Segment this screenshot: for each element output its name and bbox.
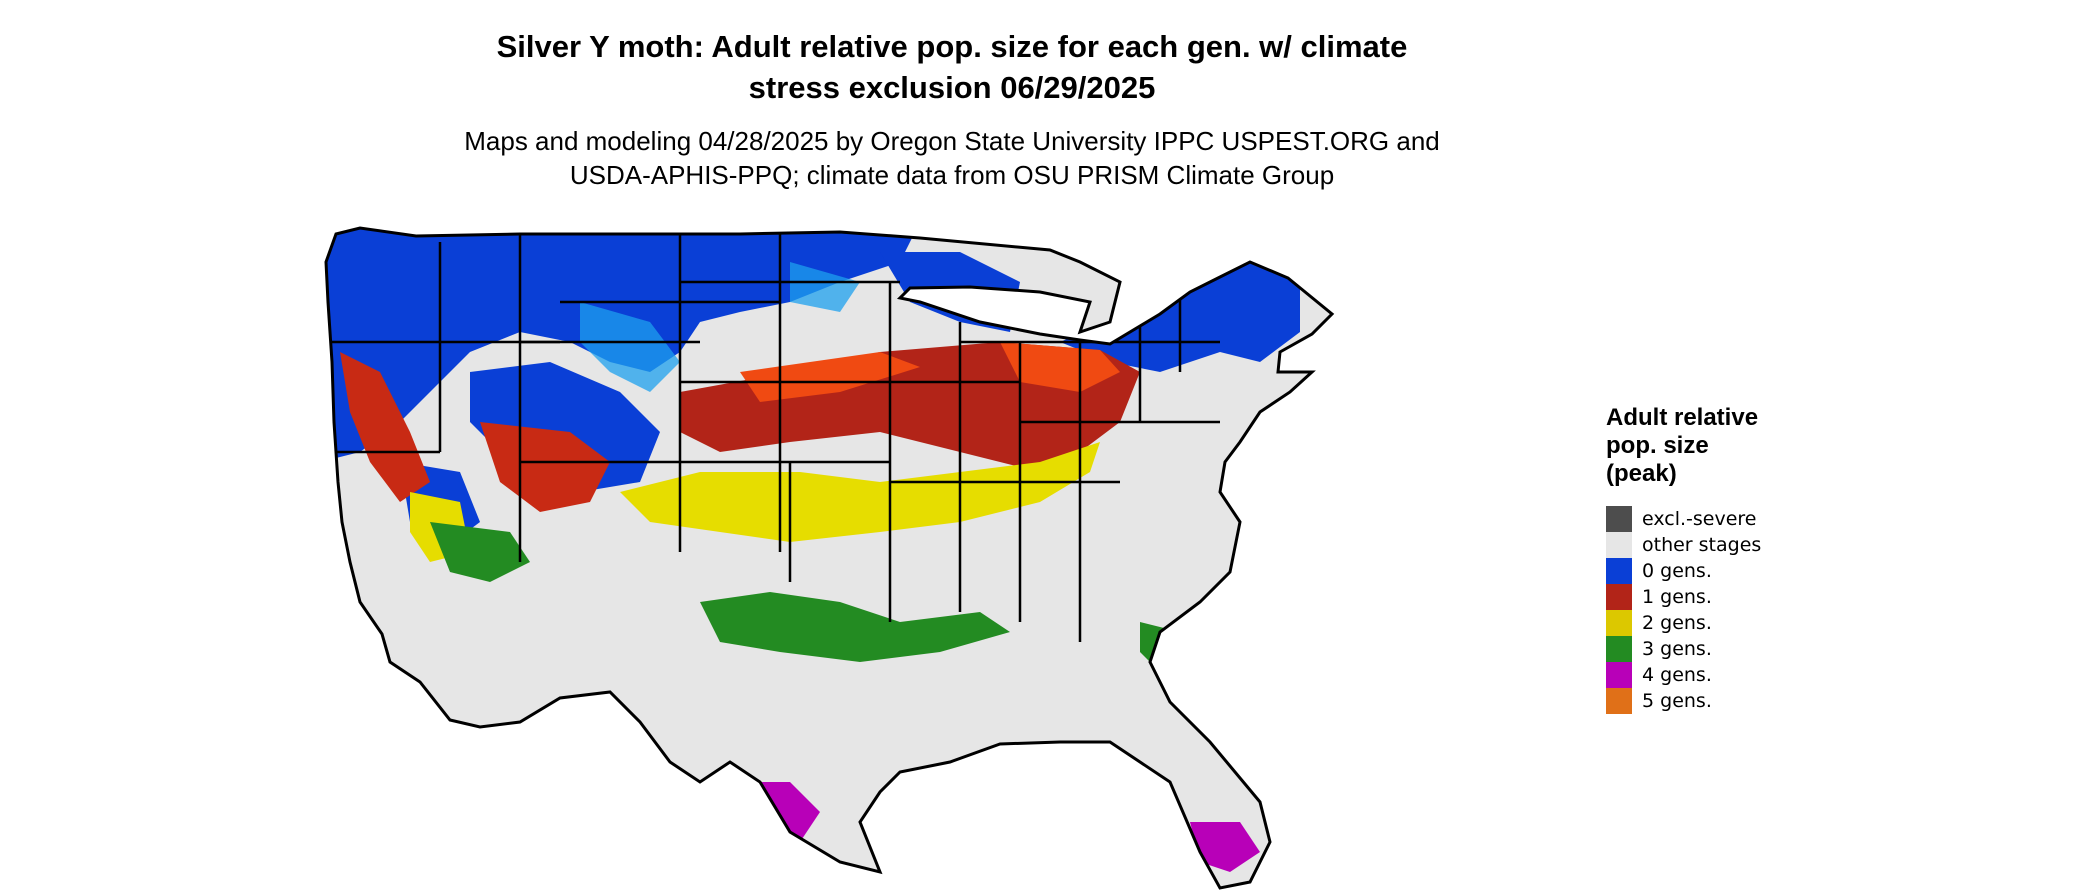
legend-item-2-gens: 2 gens.: [1606, 610, 1761, 636]
wyoming-light-blue-region: [580, 302, 680, 392]
map-regions: [326, 228, 1332, 888]
legend-swatch: [1606, 688, 1632, 714]
legend-title: Adult relative pop. size (peak): [1606, 404, 1761, 488]
legend-swatch: [1606, 584, 1632, 610]
legend-item-1-gens: 1 gens.: [1606, 584, 1761, 610]
legend-item-5-gens: 5 gens.: [1606, 688, 1761, 714]
legend-label: 2 gens.: [1642, 612, 1712, 634]
california-red-region: [340, 352, 430, 502]
legend-swatch: [1606, 610, 1632, 636]
dakota-light-blue-region: [790, 262, 860, 312]
legend-label: 4 gens.: [1642, 664, 1712, 686]
southwest-red-region: [480, 422, 610, 512]
legend-label: 5 gens.: [1642, 690, 1712, 712]
legend-swatch: [1606, 636, 1632, 662]
state-borders: [326, 232, 1220, 642]
map-legend: Adult relative pop. size (peak) excl.-se…: [1606, 404, 1761, 714]
legend-label: 0 gens.: [1642, 560, 1712, 582]
four-gens-regions: [760, 782, 1260, 872]
legend-item-4-gens: 4 gens.: [1606, 662, 1761, 688]
map-title-line-2: stress exclusion 06/29/2025: [748, 70, 1156, 105]
legend-item-other-stages: other stages: [1606, 532, 1761, 558]
legend-items: excl.-severe other stages 0 gens. 1 gens…: [1606, 506, 1761, 714]
legend-label: other stages: [1642, 534, 1762, 556]
legend-item-0-gens: 0 gens.: [1606, 558, 1761, 584]
central-orange-band: [740, 352, 920, 402]
great-basin-blue-region: [470, 362, 660, 492]
southern-yellow-band: [620, 442, 1100, 542]
ohio-orange-band: [1000, 342, 1120, 392]
legend-swatch: [1606, 662, 1632, 688]
map-title-line-1: Silver Y moth: Adult relative pop. size …: [496, 29, 1408, 64]
legend-label: 3 gens.: [1642, 638, 1712, 660]
legend-title-line-1: Adult relative: [1606, 404, 1759, 431]
legend-swatch: [1606, 532, 1632, 558]
map-subtitle-line-1: Maps and modeling 04/28/2025 by Oregon S…: [464, 126, 1440, 156]
us-pest-map: [324, 226, 1334, 890]
south-texas-magenta-region: [760, 782, 820, 842]
legend-label: excl.-severe: [1642, 508, 1757, 530]
map-subtitle: Maps and modeling 04/28/2025 by Oregon S…: [0, 124, 1904, 192]
arizona-green-region: [430, 522, 530, 582]
legend-swatch: [1606, 558, 1632, 584]
map-subtitle-line-2: USDA-APHIS-PPQ; climate data from OSU PR…: [569, 160, 1335, 190]
map-title: Silver Y moth: Adult relative pop. size …: [0, 26, 1904, 108]
one-gen-regions: [340, 342, 1140, 512]
gulf-coast-green-band: [700, 592, 1010, 662]
south-florida-magenta-region: [1190, 822, 1260, 872]
legend-label: 1 gens.: [1642, 586, 1712, 608]
legend-swatch: [1606, 506, 1632, 532]
legend-title-line-3: (peak): [1606, 460, 1677, 487]
legend-title-line-2: pop. size: [1606, 432, 1709, 459]
legend-item-3-gens: 3 gens.: [1606, 636, 1761, 662]
legend-item-excl-severe: excl.-severe: [1606, 506, 1761, 532]
